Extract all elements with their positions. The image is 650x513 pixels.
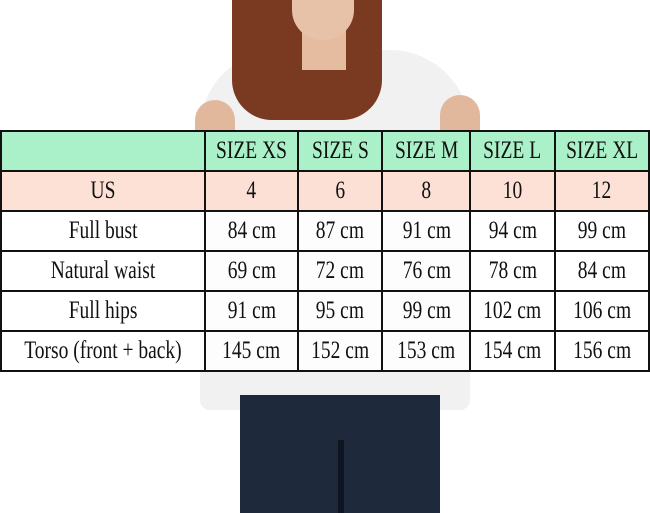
value-cell: 10: [469, 170, 556, 212]
value-cell: 76 cm: [381, 250, 472, 292]
value-cell: 102 cm: [469, 290, 556, 332]
row-label: Torso (front + back): [0, 330, 206, 372]
header-cell: SIZE L: [469, 130, 556, 172]
size-chart-table: SIZE XS SIZE S SIZE M SIZE L SIZE XL US 4…: [0, 130, 650, 372]
header-cell: SIZE S: [297, 130, 384, 172]
value-cell: 12: [553, 170, 650, 212]
table-row: US 4 6 8 10 12: [0, 170, 650, 212]
value-cell: 106 cm: [553, 290, 650, 332]
header-cell: SIZE XS: [203, 130, 300, 172]
header-cell: SIZE M: [381, 130, 472, 172]
table-row: Torso (front + back) 145 cm 152 cm 153 cm 15…: [0, 330, 650, 372]
value-cell: 154 cm: [469, 330, 556, 372]
value-cell: 72 cm: [297, 250, 384, 292]
value-cell: 145 cm: [203, 330, 300, 372]
value-cell: 94 cm: [469, 210, 556, 252]
value-cell: 99 cm: [381, 290, 472, 332]
table-row: Full hips 91 cm 95 cm 99 cm 102 cm 106 cm: [0, 290, 650, 332]
value-cell: 8: [381, 170, 472, 212]
header-cell: SIZE XL: [553, 130, 650, 172]
row-label: Full hips: [0, 290, 206, 332]
value-cell: 153 cm: [381, 330, 472, 372]
value-cell: 91 cm: [203, 290, 300, 332]
value-cell: 78 cm: [469, 250, 556, 292]
value-cell: 84 cm: [553, 250, 650, 292]
value-cell: 95 cm: [297, 290, 384, 332]
value-cell: 84 cm: [203, 210, 300, 252]
table-header-row: SIZE XS SIZE S SIZE M SIZE L SIZE XL: [0, 130, 650, 172]
value-cell: 6: [297, 170, 384, 212]
table-row: Full bust 84 cm 87 cm 91 cm 94 cm 99 cm: [0, 210, 650, 252]
row-label: Natural waist: [0, 250, 206, 292]
header-cell: [0, 130, 206, 172]
row-label: Full bust: [0, 210, 206, 252]
row-label: US: [0, 170, 206, 212]
table-row: Natural waist 69 cm 72 cm 76 cm 78 cm 84 cm: [0, 250, 650, 292]
value-cell: 69 cm: [203, 250, 300, 292]
value-cell: 91 cm: [381, 210, 472, 252]
value-cell: 99 cm: [553, 210, 650, 252]
value-cell: 87 cm: [297, 210, 384, 252]
value-cell: 4: [203, 170, 300, 212]
value-cell: 156 cm: [553, 330, 650, 372]
model-jeans-seam: [338, 440, 344, 513]
value-cell: 152 cm: [297, 330, 384, 372]
